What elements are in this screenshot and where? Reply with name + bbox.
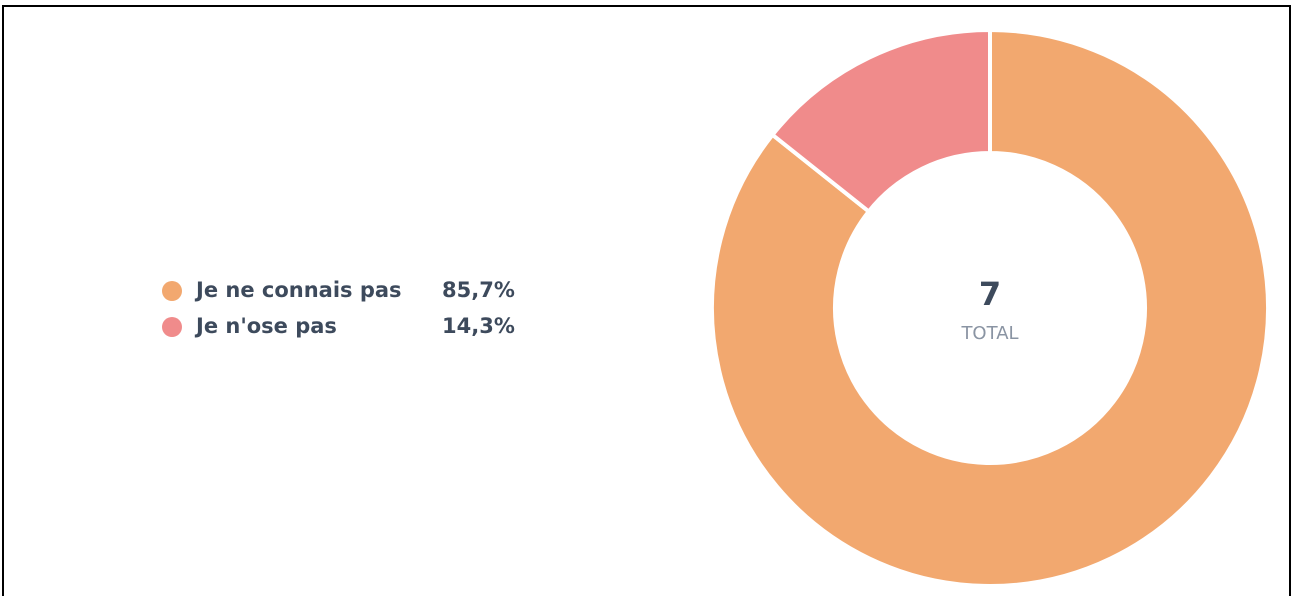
legend-value: 85,7% <box>442 278 515 302</box>
center-value: 7 <box>979 275 1001 313</box>
legend-marker <box>162 317 182 337</box>
legend-marker <box>162 281 182 301</box>
donut-segment <box>710 27 1270 588</box>
legend-label: Je n'ose pas <box>194 314 337 338</box>
donut-segment <box>769 27 992 215</box>
legend-label: Je ne connais pas <box>194 278 402 302</box>
donut <box>710 27 1270 588</box>
legend-value: 14,3% <box>442 314 515 338</box>
center-label: TOTAL <box>960 323 1018 344</box>
